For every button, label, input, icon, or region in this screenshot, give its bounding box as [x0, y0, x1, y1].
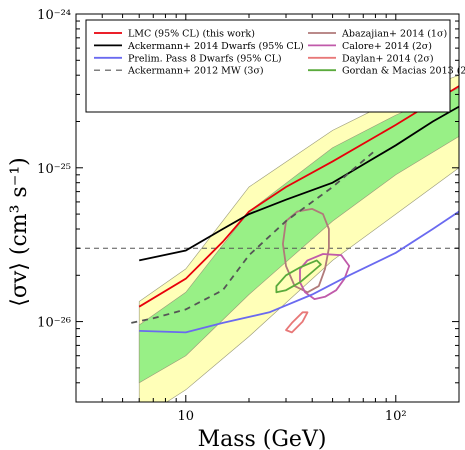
- legend-label: Gordan & Macias 2013 (2σ): [342, 66, 465, 77]
- y-axis-title: ⟨σv⟩ (cm³ s⁻¹): [7, 157, 32, 307]
- y-tick-label: 10⁻²⁵: [37, 162, 71, 177]
- legend: LMC (95% CL) (this work)Ackermann+ 2014 …: [85, 19, 465, 113]
- legend-label: LMC (95% CL) (this work): [128, 29, 255, 40]
- series-ackermann-2014-dwarfs-95-cl: [139, 105, 459, 262]
- x-axis-title: Mass (GeV): [198, 427, 327, 450]
- series-lmc-95-cl-this-work: [138, 85, 459, 308]
- y-tick-label: 10⁻²⁶: [37, 316, 71, 331]
- legend-box: [85, 19, 451, 113]
- plot-area: [76, 74, 459, 402]
- series-prelim-pass-8-dwarfs-95-cl: [139, 210, 459, 334]
- legend-label: Ackermann+ 2014 Dwarfs (95% CL): [127, 41, 304, 52]
- legend-label: Prelim. Pass 8 Dwarfs (95% CL): [128, 53, 282, 64]
- y-tick-label: 10⁻²⁴: [37, 8, 71, 23]
- legend-label: Ackermann+ 2012 MW (3σ): [127, 66, 264, 77]
- axes: 10 10² 10⁻²⁶ 10⁻²⁵ 10⁻²⁴: [37, 8, 460, 424]
- contour-gordan-macias-2013-2: [275, 259, 322, 294]
- plot-frame: [75, 13, 460, 403]
- contour-abazajian-2014-1: [281, 207, 330, 294]
- legend-label: Calore+ 2014 (2σ): [342, 41, 432, 52]
- x-tick-label: 10: [178, 409, 195, 424]
- x-tick-label: 10²: [385, 409, 407, 424]
- contour-calore-2014-2: [299, 253, 351, 301]
- legend-label: Abazajian+ 2014 (1σ): [341, 29, 447, 40]
- contour-daylan-2014-2: [285, 311, 309, 334]
- legend-label: Daylan+ 2014 (2σ): [342, 53, 434, 64]
